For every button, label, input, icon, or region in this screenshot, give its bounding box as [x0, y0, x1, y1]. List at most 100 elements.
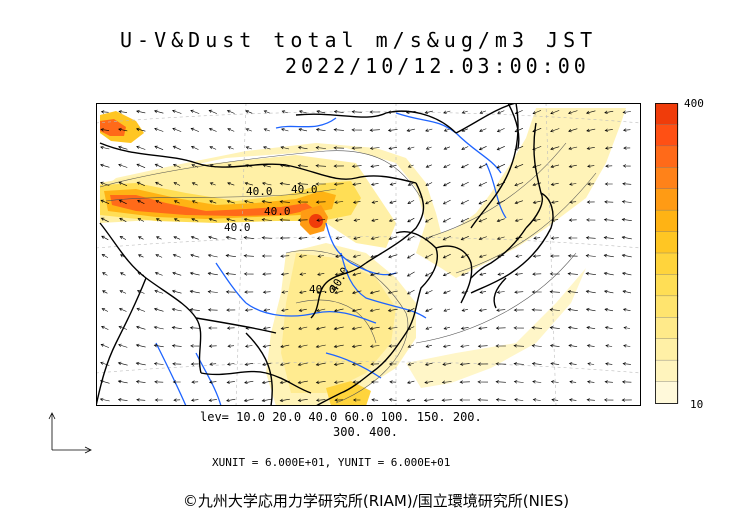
wind-vector-arrow: [154, 380, 164, 384]
wind-vector-arrow: [351, 146, 362, 150]
wind-vector-arrow: [209, 146, 217, 150]
wind-vector-arrow: [281, 308, 289, 312]
wind-vector-arrow: [173, 218, 180, 222]
wind-vector-arrow: [317, 272, 325, 276]
wind-vector-arrow: [567, 272, 578, 276]
wind-vector-arrow: [515, 254, 523, 258]
wind-vector-arrow: [442, 253, 451, 259]
wind-vector-arrow: [496, 200, 506, 205]
wind-vector-arrow: [315, 146, 326, 150]
wind-vector-arrow: [333, 326, 344, 331]
wind-vector-arrow: [424, 217, 433, 223]
colorbar-band: [655, 295, 679, 318]
wind-vector-arrow: [622, 308, 631, 312]
wind-vector-arrow: [586, 398, 595, 402]
wind-vector-arrow: [261, 398, 272, 403]
wind-vector-arrow: [262, 272, 272, 276]
wind-vector-arrow: [515, 236, 523, 240]
wind-vector-arrow: [407, 308, 415, 313]
wind-vector-arrow: [388, 398, 397, 402]
wind-vector-arrow: [137, 254, 144, 258]
wind-vector-arrow: [135, 343, 146, 348]
wind-vector-arrow: [424, 235, 433, 241]
wind-vector-arrow: [244, 380, 254, 384]
wind-vector-arrow: [531, 326, 543, 330]
wind-vector-arrow: [604, 200, 614, 204]
wind-vector-arrow: [532, 272, 542, 276]
wind-vector-arrow: [497, 110, 505, 114]
wind-vector-arrow: [621, 380, 632, 384]
wind-vector-arrow: [443, 181, 451, 187]
wind-vector-arrow: [549, 344, 560, 348]
wind-vector-arrow: [190, 109, 200, 114]
wind-vector-arrow: [622, 290, 632, 294]
wind-vector-arrow: [514, 272, 523, 276]
wind-vector-arrow: [531, 290, 542, 294]
colorbar-band: [655, 274, 679, 297]
wind-vector-arrow: [102, 272, 108, 276]
wind-vector-arrow: [604, 326, 613, 330]
wind-vector-arrow: [531, 362, 542, 366]
wind-vector-arrow: [587, 182, 595, 186]
wind-vector-arrow: [587, 362, 595, 366]
wind-vector-arrow: [478, 254, 487, 258]
wind-vector-arrow: [425, 199, 433, 205]
wind-vector-arrow: [155, 218, 162, 222]
wind-vector-arrow: [315, 362, 326, 367]
wind-vector-arrow: [263, 308, 271, 312]
colorbar-max-label: 400: [684, 97, 704, 110]
wind-vector-arrow: [443, 308, 451, 312]
colorbar-band: [655, 317, 679, 340]
wind-vector-arrow: [551, 200, 559, 204]
colorbar-band: [655, 209, 679, 233]
wind-vector-arrow: [513, 362, 524, 366]
wind-vector-arrow: [549, 326, 560, 330]
wind-vector-arrow: [209, 164, 216, 168]
wind-vector-arrow: [136, 289, 145, 294]
wind-vector-arrow: [352, 200, 361, 204]
wind-vector-arrow: [424, 253, 433, 259]
wind-vector-arrow: [569, 380, 577, 384]
wind-vector-arrow: [496, 308, 506, 312]
wind-vector-arrow: [190, 145, 199, 150]
wind-vector-arrow: [406, 380, 415, 384]
colorbar-band: [655, 338, 679, 361]
wind-vector-arrow: [316, 290, 325, 294]
wind-vector-arrow: [333, 380, 344, 384]
wind-vector-arrow: [442, 235, 451, 241]
wind-vector-arrow: [352, 272, 362, 277]
wind-vector-arrow: [280, 272, 289, 276]
wind-vector-arrow: [425, 344, 432, 348]
wind-vector-arrow: [315, 380, 326, 384]
wind-vector-arrow: [495, 398, 506, 402]
wind-vector-arrow: [172, 253, 181, 258]
wind-vector-arrow: [477, 398, 488, 402]
wind-vector-arrow: [279, 218, 290, 222]
wind-vector-arrow: [387, 290, 398, 295]
wind-vector-arrow: [459, 398, 470, 402]
wind-vector-arrow: [496, 236, 505, 240]
wind-vector-arrow: [100, 145, 110, 150]
wind-vector-arrow: [297, 218, 308, 222]
wind-vector-arrow: [406, 253, 415, 259]
wind-vector-arrow: [118, 127, 128, 132]
wind-vector-arrow: [496, 163, 506, 169]
colorbar-band: [655, 359, 679, 383]
wind-vector-arrow: [387, 272, 398, 277]
wind-vector-arrow: [155, 254, 163, 258]
wind-vector-arrow: [101, 308, 109, 312]
wind-vector-arrow: [118, 110, 128, 114]
wind-vector-arrow: [477, 362, 488, 366]
wind-vector-arrow: [99, 397, 110, 402]
wind-vector-arrow: [261, 254, 272, 258]
colorbar-band: [655, 103, 679, 126]
wind-vector-arrow: [100, 199, 110, 204]
wind-vector-arrow: [387, 110, 398, 114]
wind-vector-arrow: [425, 308, 433, 312]
wind-vector-arrow: [155, 200, 163, 204]
svg-text:40.0: 40.0: [246, 185, 273, 198]
wind-vector-arrow: [425, 128, 433, 132]
wind-vector-arrow: [550, 146, 560, 151]
wind-vector-arrow: [225, 235, 236, 240]
svg-text:40.0: 40.0: [224, 221, 251, 234]
